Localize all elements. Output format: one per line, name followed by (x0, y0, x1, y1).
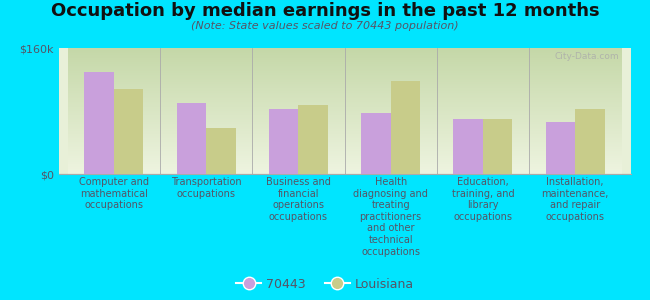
Text: Business and
financial
operations
occupations: Business and financial operations occupa… (266, 177, 331, 222)
Bar (391, 81, 420, 174)
Text: Education,
training, and
library
occupations: Education, training, and library occupat… (452, 177, 514, 222)
Text: City-Data.com: City-Data.com (554, 52, 619, 61)
Bar (575, 110, 604, 174)
Bar (177, 103, 206, 174)
Bar (114, 89, 144, 174)
Bar (84, 72, 114, 174)
Text: Occupation by median earnings in the past 12 months: Occupation by median earnings in the pas… (51, 2, 599, 20)
Text: (Note: State values scaled to 70443 population): (Note: State values scaled to 70443 popu… (191, 21, 459, 31)
Bar (545, 122, 575, 174)
Text: Health
diagnosing and
treating
practitioners
and other
technical
occupations: Health diagnosing and treating practitio… (353, 177, 428, 256)
Text: Computer and
mathematical
occupations: Computer and mathematical occupations (79, 177, 149, 210)
Bar (453, 119, 483, 174)
Bar (269, 110, 298, 174)
Bar (206, 128, 236, 174)
Text: Transportation
occupations: Transportation occupations (171, 177, 241, 199)
Legend: 70443, Louisiana: 70443, Louisiana (236, 278, 414, 291)
Bar (298, 105, 328, 174)
Bar (361, 112, 391, 174)
Text: Installation,
maintenance,
and repair
occupations: Installation, maintenance, and repair oc… (541, 177, 609, 222)
Bar (483, 119, 512, 174)
